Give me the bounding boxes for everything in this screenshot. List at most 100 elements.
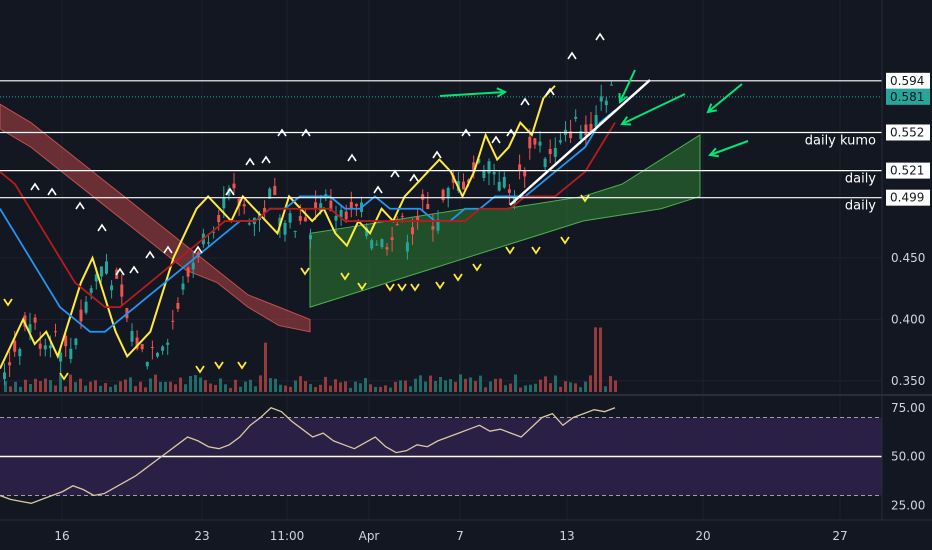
volume-bar bbox=[24, 379, 27, 392]
candle-body bbox=[569, 131, 573, 139]
volume-bar bbox=[519, 387, 522, 392]
candle-body bbox=[48, 345, 52, 349]
candle-body bbox=[594, 115, 598, 127]
volume-bar bbox=[559, 386, 562, 392]
volume-bar bbox=[94, 380, 97, 392]
volume-bar bbox=[254, 386, 257, 392]
volume-bar bbox=[404, 380, 407, 392]
candle-body bbox=[278, 217, 282, 226]
volume-bar bbox=[349, 387, 352, 392]
volume-bar bbox=[399, 380, 402, 392]
candle-body bbox=[334, 215, 338, 221]
green-arrow-head bbox=[708, 147, 720, 158]
volume-bar bbox=[9, 386, 12, 392]
volume-bar bbox=[64, 386, 67, 392]
candle-body bbox=[441, 189, 445, 201]
bear-cloud bbox=[0, 103, 311, 333]
volume-bar bbox=[464, 378, 467, 392]
candle-body bbox=[497, 181, 501, 191]
candle-body bbox=[298, 216, 302, 221]
candle-body bbox=[365, 227, 369, 237]
volume-bar bbox=[604, 386, 607, 392]
time-tick-label: 27 bbox=[832, 529, 847, 543]
volume-bar bbox=[129, 377, 132, 392]
volume-bar bbox=[439, 376, 442, 392]
volume-bar bbox=[579, 387, 582, 392]
candle-body bbox=[426, 204, 430, 210]
volume-bar bbox=[479, 375, 482, 392]
time-tick-label: 23 bbox=[194, 529, 209, 543]
volume-bar bbox=[39, 381, 42, 392]
price-tick-label: 0.350 bbox=[891, 374, 925, 388]
volume-bar bbox=[344, 381, 347, 392]
volume-bar bbox=[194, 375, 197, 392]
candle-body bbox=[94, 274, 98, 282]
up-chevron-marker bbox=[245, 157, 255, 166]
volume-bar bbox=[34, 378, 37, 392]
candle-body bbox=[145, 362, 149, 367]
volume-bar bbox=[359, 383, 362, 392]
volume-bar bbox=[609, 376, 612, 392]
down-chevron-marker bbox=[560, 236, 570, 245]
up-chevron-marker bbox=[567, 51, 577, 60]
volume-bar bbox=[374, 386, 377, 392]
candle-body bbox=[416, 216, 420, 221]
up-chevron-marker bbox=[115, 267, 125, 276]
candle-body bbox=[140, 344, 144, 350]
volume-bar bbox=[239, 386, 242, 392]
up-chevron-marker bbox=[30, 182, 40, 191]
down-chevron-marker bbox=[472, 263, 482, 272]
candle-body bbox=[166, 342, 170, 345]
volume-bar bbox=[244, 381, 247, 392]
volume-bar bbox=[514, 374, 517, 392]
down-chevron-marker bbox=[300, 267, 310, 276]
volume-bar bbox=[279, 384, 282, 392]
candle-body bbox=[242, 204, 246, 207]
candle-body bbox=[574, 116, 578, 119]
volume-bar bbox=[114, 384, 117, 392]
volume-bar bbox=[419, 375, 422, 392]
up-chevron-marker bbox=[193, 245, 203, 254]
up-chevron-marker bbox=[520, 97, 530, 106]
volume-bar bbox=[549, 383, 552, 392]
candle-body bbox=[507, 189, 511, 193]
time-tick-label: 13 bbox=[559, 529, 574, 543]
volume-bar bbox=[354, 381, 357, 392]
indicator-line bbox=[0, 85, 556, 370]
candle-body bbox=[135, 337, 139, 349]
candle-body bbox=[385, 247, 389, 250]
volume-bar bbox=[594, 327, 597, 392]
candle-body bbox=[584, 124, 588, 136]
candle-body bbox=[589, 123, 593, 133]
volume-bar bbox=[14, 381, 17, 392]
candle-body bbox=[329, 200, 333, 212]
candle-body bbox=[150, 347, 154, 349]
down-chevron-marker bbox=[531, 246, 541, 255]
volume-bar bbox=[139, 381, 142, 392]
volume-bar bbox=[264, 342, 267, 392]
ichimoku-cloud bbox=[0, 103, 701, 333]
level-label: daily bbox=[845, 172, 876, 187]
volume-bar bbox=[389, 387, 392, 392]
up-chevron-marker bbox=[301, 128, 311, 137]
candle-body bbox=[288, 213, 292, 223]
volume-bar bbox=[229, 387, 232, 392]
candle-body bbox=[523, 170, 527, 177]
up-chevron-marker bbox=[163, 245, 173, 254]
volume-bar bbox=[134, 386, 137, 392]
candle-body bbox=[354, 203, 358, 207]
candle-body bbox=[247, 223, 251, 225]
volume-bar bbox=[434, 381, 437, 392]
down-chevron-marker bbox=[340, 272, 350, 281]
volume-bar bbox=[409, 386, 412, 392]
green-arrow-head bbox=[620, 116, 632, 126]
volume-bar bbox=[299, 376, 302, 392]
candle-body bbox=[268, 188, 272, 199]
candle-body bbox=[69, 348, 73, 359]
volume-bar bbox=[19, 386, 22, 392]
volume-bar bbox=[304, 381, 307, 392]
down-chevron-marker bbox=[237, 361, 247, 370]
candle-body bbox=[553, 147, 557, 157]
candle-body bbox=[380, 239, 384, 248]
volume-bar bbox=[384, 385, 387, 392]
